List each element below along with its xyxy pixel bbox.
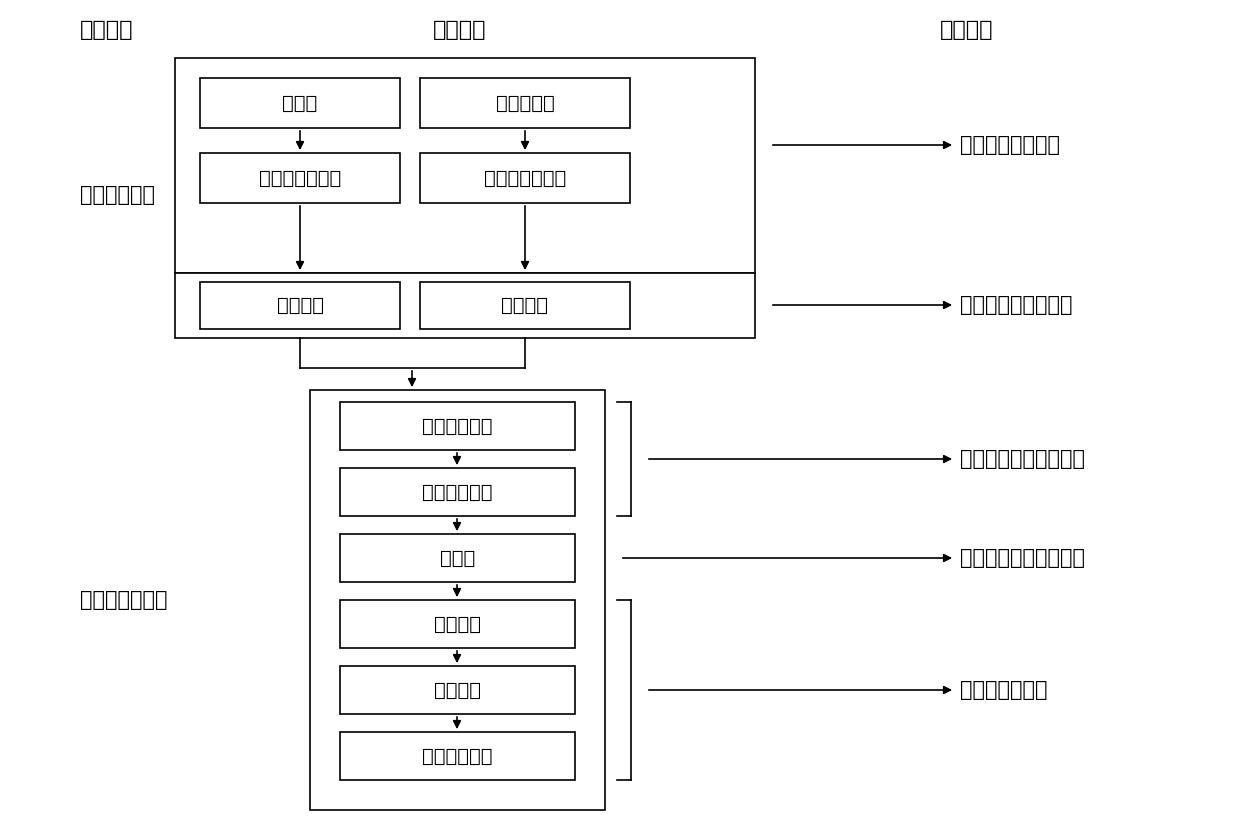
Bar: [420, 282, 630, 329]
Bar: [340, 468, 575, 516]
Text: 三接头连接短线: 三接头连接短线: [259, 169, 341, 187]
Text: 布置部位: 布置部位: [81, 20, 134, 40]
Text: 三芯电缆: 三芯电缆: [501, 296, 548, 315]
Text: 在发射台下铺设及固定: 在发射台下铺设及固定: [960, 548, 1085, 568]
Text: 四芯插座: 四芯插座: [434, 681, 481, 700]
Text: 连接关系: 连接关系: [433, 20, 487, 40]
Text: 安装在发射台下: 安装在发射台下: [960, 680, 1048, 700]
Text: 在尾段大梁绑扎固定: 在尾段大梁绑扎固定: [960, 295, 1073, 315]
Bar: [175, 273, 755, 338]
Bar: [200, 282, 401, 329]
Bar: [420, 153, 630, 203]
Text: 载荷测量仪器: 载荷测量仪器: [423, 746, 492, 765]
Text: 六芯防水插头: 六芯防水插头: [423, 417, 492, 435]
Bar: [200, 153, 401, 203]
Bar: [340, 600, 575, 648]
Text: 备份应变花: 备份应变花: [496, 93, 554, 112]
Text: 六芯防水插座: 六芯防水插座: [423, 483, 492, 502]
Text: 四芯插头: 四芯插头: [434, 615, 481, 633]
Bar: [175, 58, 755, 273]
Text: 固定在发射台支撑柱上: 固定在发射台支撑柱上: [960, 449, 1085, 469]
Text: 应变花: 应变花: [283, 93, 317, 112]
Bar: [340, 402, 575, 450]
Bar: [340, 732, 575, 780]
Text: 电缆网: 电缆网: [440, 548, 475, 567]
Bar: [200, 78, 401, 128]
Text: 三接头连接短线: 三接头连接短线: [484, 169, 567, 187]
Text: 安装应变片保护盖: 安装应变片保护盖: [960, 135, 1060, 155]
Bar: [420, 78, 630, 128]
Bar: [340, 534, 575, 582]
Text: 防护措施: 防护措施: [940, 20, 993, 40]
Text: 箭上（尾段）: 箭上（尾段）: [81, 185, 155, 205]
Text: 三芯电缆: 三芯电缆: [277, 296, 324, 315]
Bar: [310, 390, 605, 810]
Text: 发射台上及内部: 发射台上及内部: [81, 590, 167, 610]
Bar: [340, 666, 575, 714]
